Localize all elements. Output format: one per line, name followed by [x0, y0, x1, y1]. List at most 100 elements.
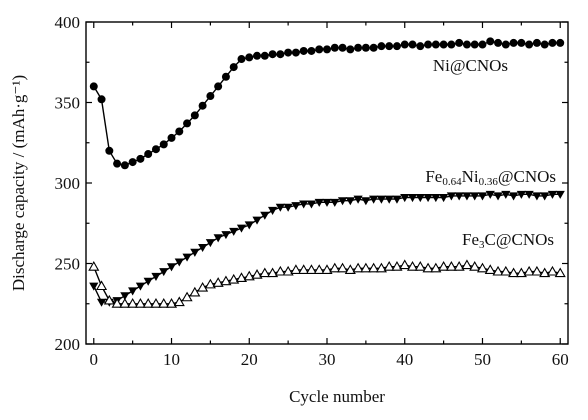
- data-point: [423, 194, 433, 203]
- data-point: [540, 40, 549, 49]
- data-point: [548, 38, 557, 47]
- data-point: [346, 45, 355, 54]
- label-text: Ni: [462, 167, 479, 186]
- data-point: [181, 291, 193, 302]
- data-point: [237, 55, 246, 64]
- data-point: [470, 40, 479, 49]
- data-point: [142, 298, 154, 308]
- data-point: [113, 159, 122, 168]
- data-point: [260, 211, 270, 220]
- data-point: [268, 50, 277, 59]
- data-point: [461, 259, 473, 270]
- data-point: [445, 261, 457, 271]
- data-point: [540, 192, 550, 201]
- data-point: [174, 258, 184, 267]
- data-point: [555, 190, 565, 199]
- data-point: [96, 298, 107, 307]
- data-point: [323, 45, 331, 54]
- data-point: [531, 265, 543, 276]
- data-point: [369, 43, 378, 52]
- data-point: [400, 194, 410, 203]
- data-point: [220, 275, 232, 286]
- data-point: [375, 262, 387, 273]
- series-label-ni-cnos: Ni@CNOs: [433, 56, 508, 75]
- data-point: [383, 261, 395, 271]
- y-tick-label: 250: [55, 255, 81, 274]
- data-point: [158, 298, 170, 308]
- data-point: [189, 286, 201, 297]
- data-point: [454, 192, 464, 201]
- label-text: Ni@CNOs: [433, 56, 508, 75]
- data-point: [299, 46, 308, 55]
- data-point: [517, 38, 526, 47]
- data-point: [360, 262, 372, 273]
- data-point: [408, 40, 417, 49]
- data-point: [282, 265, 294, 276]
- data-point: [477, 192, 488, 201]
- data-point: [252, 216, 262, 225]
- x-tick-label: 40: [396, 350, 413, 369]
- data-point: [424, 40, 433, 49]
- data-point: [120, 292, 130, 301]
- data-point: [384, 195, 394, 204]
- data-point: [556, 38, 565, 47]
- x-tick-label: 50: [474, 350, 491, 369]
- data-point: [516, 190, 526, 199]
- data-point: [368, 262, 380, 273]
- data-point: [455, 38, 464, 47]
- data-point: [377, 42, 386, 51]
- y-axis-title: Discharge capacity / (mAh·g⁻¹): [9, 75, 28, 291]
- data-point: [97, 95, 106, 104]
- data-point: [391, 261, 403, 271]
- data-point: [229, 227, 239, 236]
- label-subscript: 0.64: [442, 176, 462, 188]
- data-point: [134, 298, 146, 308]
- data-point: [244, 221, 254, 230]
- label-text: @CNOs: [498, 167, 556, 186]
- data-point: [532, 38, 541, 47]
- data-point: [88, 261, 100, 271]
- data-point: [415, 194, 425, 203]
- data-point: [143, 277, 153, 286]
- data-point: [103, 294, 115, 305]
- label-text: Fe: [425, 167, 442, 186]
- series-fe3c-cnos: [88, 259, 566, 308]
- data-point: [492, 265, 504, 276]
- data-point: [546, 265, 558, 276]
- data-point: [159, 140, 168, 149]
- data-point: [330, 198, 340, 207]
- data-point: [406, 261, 419, 271]
- data-point: [190, 111, 199, 120]
- data-point: [182, 253, 192, 262]
- data-point: [259, 267, 271, 278]
- data-point: [175, 127, 184, 136]
- data-point: [532, 192, 542, 201]
- data-point: [439, 40, 448, 49]
- data-point: [416, 42, 425, 51]
- data-point: [431, 194, 441, 203]
- data-point: [337, 197, 348, 206]
- series-label-fe3c-cnos: Fe3C@CNOs: [462, 230, 554, 251]
- data-point: [361, 197, 371, 206]
- data-point: [150, 298, 162, 308]
- data-point: [119, 298, 131, 308]
- data-point: [501, 40, 510, 49]
- data-point: [229, 63, 238, 72]
- data-point: [128, 158, 137, 167]
- data-point: [228, 273, 240, 284]
- data-point: [260, 51, 269, 60]
- data-point: [354, 43, 363, 52]
- data-point: [453, 261, 465, 271]
- data-point: [111, 298, 123, 308]
- data-point: [431, 40, 440, 49]
- data-point: [284, 48, 293, 57]
- data-point: [313, 264, 325, 274]
- data-point: [105, 146, 114, 155]
- data-point: [523, 265, 535, 276]
- data-point: [314, 198, 324, 207]
- data-point: [494, 38, 503, 47]
- data-point: [307, 46, 316, 55]
- data-point: [344, 264, 356, 274]
